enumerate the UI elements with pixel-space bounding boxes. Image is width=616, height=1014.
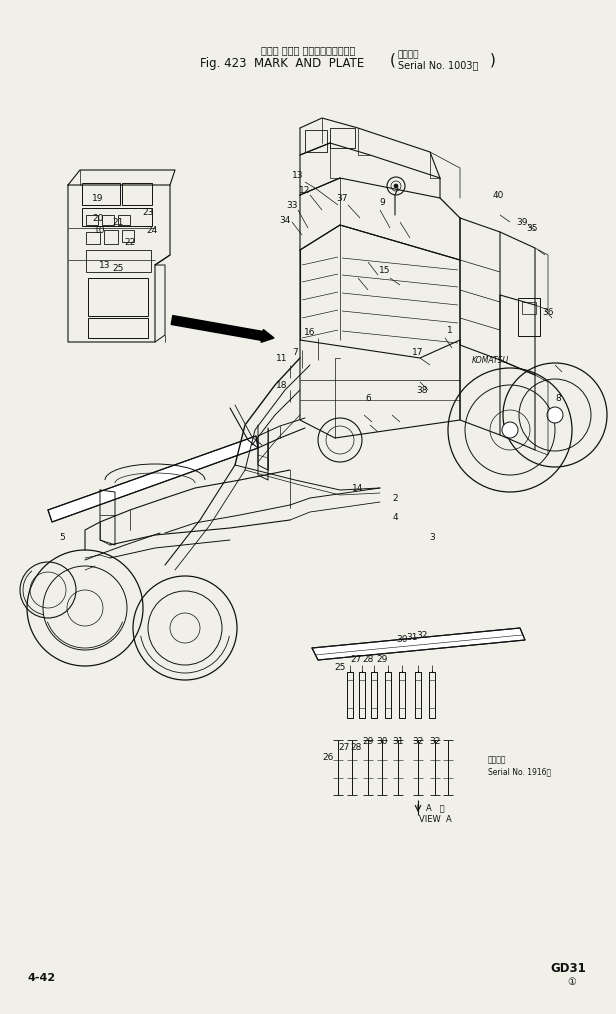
Text: 35: 35 [526, 223, 538, 232]
Text: 4: 4 [392, 513, 398, 522]
Text: A   視: A 視 [426, 803, 444, 812]
Text: 17: 17 [412, 348, 424, 357]
Text: 8: 8 [555, 393, 561, 403]
Text: 27: 27 [351, 655, 362, 664]
Text: 13: 13 [99, 261, 111, 270]
Text: 19: 19 [92, 194, 103, 203]
Bar [86, 250, 151, 272]
Polygon shape [48, 436, 258, 522]
Text: 38: 38 [416, 385, 428, 394]
Text: ): ) [490, 53, 496, 68]
Text: 27: 27 [338, 743, 350, 752]
Text: 23: 23 [142, 208, 153, 217]
Text: Serial No. 1916～: Serial No. 1916～ [488, 768, 551, 777]
Text: 2: 2 [392, 494, 398, 503]
Text: 40: 40 [492, 191, 504, 200]
Text: 30: 30 [376, 737, 387, 746]
Text: 34: 34 [279, 216, 291, 224]
Text: 12: 12 [299, 186, 310, 195]
Text: 36: 36 [542, 307, 554, 316]
Text: 30: 30 [396, 636, 408, 645]
Text: 4-42: 4-42 [28, 973, 56, 983]
Text: ①: ① [567, 977, 577, 987]
Text: 3: 3 [429, 533, 435, 542]
Text: 11: 11 [276, 354, 288, 362]
Text: 10: 10 [94, 225, 106, 234]
Bar [122, 230, 134, 242]
Bar [102, 215, 114, 225]
Bar [82, 183, 120, 205]
Text: Serial No. 1003～: Serial No. 1003～ [398, 60, 479, 70]
Text: 16: 16 [304, 328, 316, 337]
Text: 18: 18 [276, 380, 288, 389]
Text: 31: 31 [406, 634, 418, 643]
Bar [118, 215, 130, 225]
Text: 7: 7 [292, 348, 298, 357]
Text: (: ( [390, 53, 396, 68]
Bar [82, 208, 152, 226]
Text: 31: 31 [392, 737, 403, 746]
Circle shape [394, 184, 398, 188]
Text: 28: 28 [351, 743, 362, 752]
Text: 適用号機: 適用号機 [398, 51, 419, 60]
Text: 6: 6 [365, 393, 371, 403]
Text: Fig. 423  MARK  AND  PLATE: Fig. 423 MARK AND PLATE [200, 57, 364, 70]
Bar [86, 232, 100, 244]
Circle shape [547, 407, 563, 423]
Text: 20: 20 [92, 214, 103, 222]
Text: 32: 32 [416, 632, 428, 641]
Text: GD31: GD31 [550, 961, 586, 974]
Bar [305, 130, 327, 152]
Text: 22: 22 [124, 237, 136, 246]
Bar [88, 318, 148, 338]
Text: 26: 26 [322, 753, 334, 763]
Bar [522, 302, 536, 314]
Text: 24: 24 [147, 225, 158, 234]
Bar [330, 128, 355, 148]
Bar [104, 230, 118, 244]
Text: 25: 25 [334, 663, 346, 672]
Bar [88, 278, 148, 316]
Polygon shape [312, 628, 525, 660]
FancyArrow shape [171, 315, 274, 343]
Bar [122, 183, 152, 205]
Text: 29: 29 [376, 655, 387, 664]
Text: 14: 14 [352, 484, 363, 493]
Text: 15: 15 [379, 266, 391, 275]
Text: 37: 37 [336, 194, 348, 203]
Text: 32: 32 [429, 737, 440, 746]
Bar [86, 215, 98, 225]
Text: 25: 25 [112, 264, 124, 273]
Text: 1: 1 [447, 325, 453, 335]
Bar [518, 298, 540, 336]
Text: 9: 9 [379, 198, 385, 207]
Circle shape [502, 422, 518, 438]
Text: 5: 5 [59, 533, 65, 542]
Text: 29: 29 [362, 737, 374, 746]
Text: 13: 13 [292, 170, 304, 179]
Text: 33: 33 [286, 201, 298, 210]
Text: マーク および プレート（適用号機: マーク および プレート（適用号機 [261, 45, 355, 55]
Text: 28: 28 [362, 655, 374, 664]
Text: KOMATSU: KOMATSU [471, 356, 509, 364]
Text: 32: 32 [412, 737, 424, 746]
Text: 39: 39 [516, 217, 528, 226]
Text: 適用号機: 適用号機 [488, 755, 506, 765]
Text: 21: 21 [112, 217, 124, 226]
Text: VIEW  A: VIEW A [419, 815, 452, 824]
